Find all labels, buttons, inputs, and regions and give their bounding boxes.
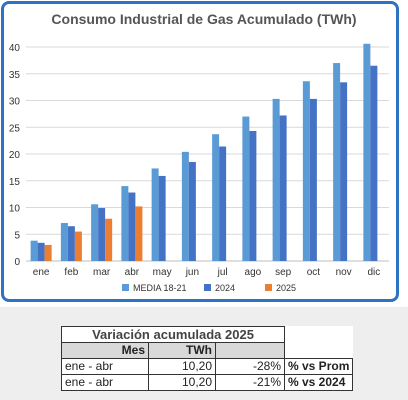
- table-header-row: Mes TWh: [61, 342, 353, 359]
- table-blank-cell: [285, 327, 353, 343]
- x-tick-label: abr: [125, 267, 140, 278]
- y-tick-label: 20: [9, 150, 21, 161]
- cell-twh: 10,20: [148, 358, 216, 375]
- y-tick-label: 40: [9, 43, 21, 54]
- header-mes: Mes: [61, 342, 149, 359]
- y-tick-label: 30: [9, 97, 21, 108]
- legend-swatch: [265, 284, 272, 291]
- header-pct: [215, 342, 285, 359]
- x-tick-label: nov: [336, 267, 352, 278]
- x-tick-label: may: [153, 267, 172, 278]
- bar-media-18-21-nov: [333, 63, 341, 261]
- table-title: Variación acumulada 2025: [61, 326, 285, 343]
- cell-compare: % vs 2024: [283, 374, 354, 391]
- y-axis-ticks: 0 5 10 15 20 25 30 35 40: [9, 43, 21, 268]
- variation-table: Variación acumulada 2025 Mes TWh ene - a…: [61, 326, 354, 391]
- x-axis-ticks: ene feb mar abr may jun jul ago sep oct nov dic: [33, 267, 380, 278]
- bar-media-18-21-mar: [91, 204, 99, 261]
- bar-media-18-21-may: [151, 168, 159, 261]
- x-tick-label: sep: [275, 267, 292, 278]
- bar-2024-feb: [67, 226, 75, 261]
- bar-2025-abr: [135, 206, 143, 261]
- legend-label: 2025: [276, 283, 296, 293]
- x-tick-label: ene: [33, 267, 50, 278]
- legend-swatch: [122, 284, 129, 291]
- y-tick-label: 0: [14, 257, 20, 268]
- x-tick-label: jun: [185, 267, 199, 278]
- bar-2024-abr: [128, 192, 136, 261]
- bar-media-18-21-ago: [242, 116, 250, 261]
- bar-2025-ene: [44, 244, 52, 261]
- bar-media-18-21-feb: [60, 223, 68, 261]
- bar-2025-mar: [105, 218, 113, 261]
- x-tick-label: mar: [93, 267, 111, 278]
- bar-media-18-21-abr: [121, 186, 129, 261]
- bar-media-18-21-oct: [302, 81, 310, 262]
- table-title-row: Variación acumulada 2025: [61, 326, 353, 343]
- cell-twh: 10,20: [148, 374, 216, 391]
- y-tick-label: 5: [14, 230, 20, 241]
- x-tick-label: feb: [64, 267, 78, 278]
- bar-media-18-21-dic: [363, 43, 371, 261]
- header-twh: TWh: [148, 342, 216, 359]
- bar-2024-sep: [279, 115, 287, 261]
- table-row: ene - abr 10,20 -28% % vs Prom: [61, 358, 354, 375]
- legend: MEDIA 18-21 2024 2025: [122, 283, 296, 293]
- cell-mes: ene - abr: [61, 358, 149, 375]
- cell-mes: ene - abr: [61, 374, 149, 391]
- bar-2024-oct: [309, 98, 317, 262]
- bar-2024-jul: [219, 146, 227, 261]
- cell-pct: -28%: [215, 358, 285, 375]
- bar-2024-jun: [188, 162, 196, 261]
- legend-label: 2024: [215, 283, 235, 293]
- bar-media-18-21-sep: [272, 98, 280, 262]
- y-tick-label: 25: [9, 123, 21, 134]
- bar-media-18-21-jun: [181, 151, 189, 261]
- y-tick-label: 10: [9, 204, 21, 215]
- chart-title: Consumo Industrial de Gas Acumulado (TWh…: [51, 11, 356, 27]
- bar-chart: Consumo Industrial de Gas Acumulado (TWh…: [9, 11, 389, 293]
- x-tick-label: dic: [367, 267, 380, 278]
- bar-2024-dic: [370, 65, 378, 261]
- cell-compare: % vs Prom: [283, 358, 354, 375]
- gridlines: [26, 46, 389, 262]
- bar-media-18-21-ene: [30, 240, 38, 261]
- x-tick-label: ago: [245, 267, 262, 278]
- table-blank-cell: [285, 343, 353, 359]
- bars: [30, 43, 378, 262]
- y-tick-label: 15: [9, 177, 21, 188]
- bar-media-18-21-jul: [212, 134, 220, 261]
- legend-swatch: [204, 284, 211, 291]
- table-row: ene - abr 10,20 -21% % vs 2024: [61, 374, 354, 391]
- bar-2024-mar: [98, 208, 106, 261]
- bar-2025-feb: [74, 231, 82, 261]
- y-tick-label: 35: [9, 70, 21, 81]
- bar-2024-nov: [340, 82, 348, 261]
- bar-2024-may: [158, 175, 166, 261]
- cell-pct: -21%: [215, 374, 285, 391]
- bar-2024-ene: [37, 242, 45, 261]
- bar-2024-ago: [249, 130, 257, 261]
- x-tick-label: jul: [217, 267, 228, 278]
- x-tick-label: oct: [307, 267, 321, 278]
- legend-label: MEDIA 18-21: [133, 283, 187, 293]
